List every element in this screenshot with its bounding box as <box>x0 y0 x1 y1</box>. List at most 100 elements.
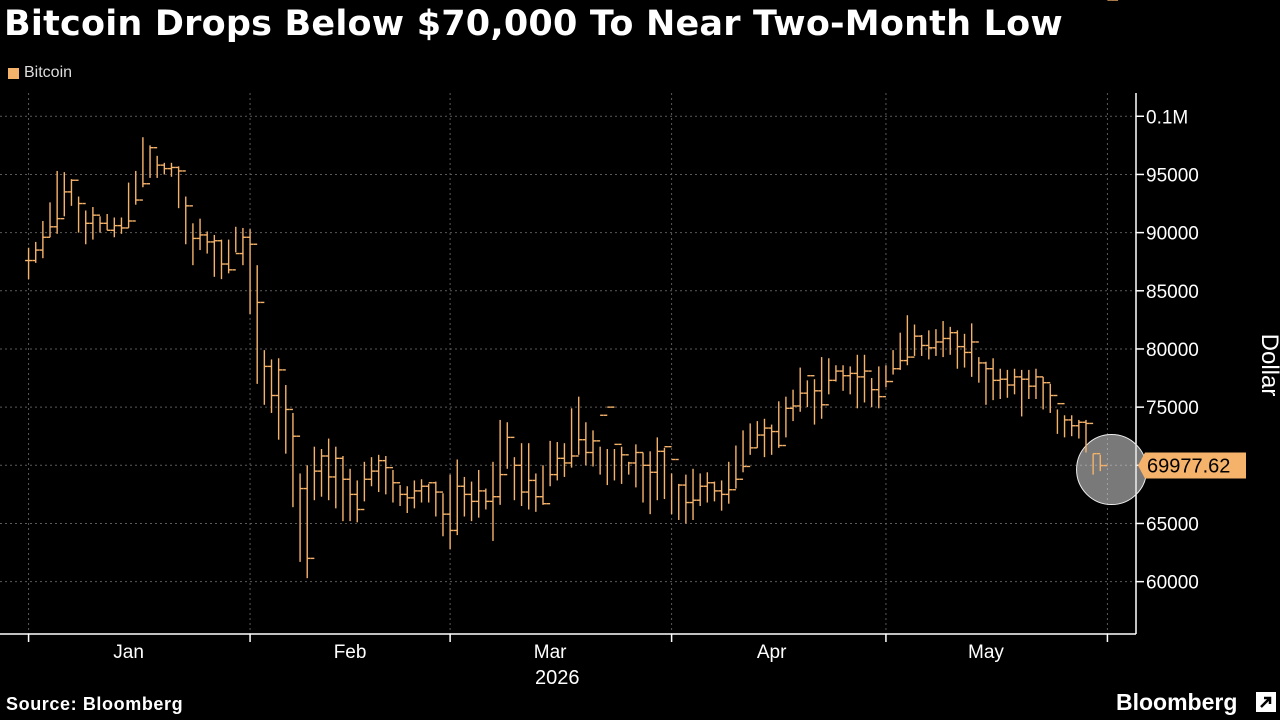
price-bar <box>575 396 583 457</box>
price-bar <box>189 205 197 266</box>
price-bar <box>89 207 97 240</box>
price-bar <box>1018 369 1026 417</box>
price-bar <box>103 213 111 231</box>
price-bar <box>760 418 768 458</box>
price-bar <box>475 469 483 518</box>
x-tick-label: Apr <box>757 642 787 663</box>
price-bar <box>610 406 618 481</box>
price-bar <box>825 358 833 406</box>
y-tick-label: 85000 <box>1146 282 1199 303</box>
price-bar <box>217 239 225 280</box>
y-tick-label: 95000 <box>1146 165 1199 186</box>
price-bar <box>146 145 154 185</box>
price-bar <box>961 333 969 368</box>
price-bar <box>911 324 919 358</box>
price-bar <box>646 451 654 515</box>
price-bar <box>582 422 590 466</box>
price-bar <box>275 358 283 440</box>
price-bar <box>446 474 454 550</box>
price-bar <box>653 437 661 501</box>
price-bar <box>96 214 104 233</box>
bloomberg-arrow-icon <box>1256 692 1276 712</box>
price-bar <box>846 366 854 395</box>
price-bar <box>1068 415 1076 437</box>
price-bar <box>117 217 125 234</box>
price-bar <box>332 446 340 509</box>
price-bar <box>832 365 840 382</box>
price-bar <box>896 332 904 370</box>
price-bar <box>368 457 376 487</box>
price-bar <box>518 443 526 507</box>
price-bar <box>167 162 175 177</box>
price-bar <box>225 239 233 274</box>
price-bar <box>46 202 54 238</box>
price-bar <box>496 419 504 505</box>
price-bar <box>246 229 254 315</box>
horizontal-gridlines <box>0 115 1136 583</box>
price-bar <box>403 486 411 514</box>
price-bar <box>782 396 790 447</box>
price-bar <box>539 465 547 505</box>
price-bar <box>939 321 947 358</box>
price-bar <box>553 442 561 481</box>
price-bar <box>160 162 168 175</box>
price-bar <box>382 455 390 495</box>
price-bar <box>739 430 747 480</box>
price-bar <box>1039 376 1047 410</box>
price-bar <box>918 334 926 356</box>
price-bar <box>132 170 140 222</box>
price-bar <box>603 406 611 486</box>
price-bar <box>32 241 40 263</box>
price-bar <box>932 329 940 356</box>
chart-title: Bitcoin Drops Below $70,000 To Near Two-… <box>4 4 1063 44</box>
price-bar <box>803 375 811 408</box>
y-axis-label: Dollar <box>1256 334 1280 397</box>
price-bar <box>546 440 554 505</box>
price-bar <box>1061 402 1069 438</box>
price-bar <box>325 438 333 501</box>
price-bar <box>889 350 897 383</box>
price-bar <box>675 458 683 520</box>
last-value-tag: 69977.62 <box>1138 452 1246 479</box>
price-bar <box>796 367 804 412</box>
price-bar <box>810 375 818 425</box>
price-bar <box>482 488 490 510</box>
price-bar <box>1025 369 1033 399</box>
price-bar <box>239 227 247 266</box>
price-bar <box>267 359 275 413</box>
price-bar <box>1003 369 1011 398</box>
price-bar <box>746 423 754 468</box>
price-bar <box>1046 381 1054 413</box>
price-bar <box>839 365 847 391</box>
price-bar <box>110 217 118 238</box>
price-bar <box>1075 419 1083 439</box>
last-value-label: 69977.62 <box>1147 456 1230 478</box>
price-bar <box>439 491 447 537</box>
price-bar <box>468 481 476 522</box>
highlight-circle <box>1076 434 1148 506</box>
price-bar <box>1053 394 1061 434</box>
price-bar <box>1096 452 1104 472</box>
price-bar <box>375 454 383 493</box>
price-bar <box>1011 368 1019 395</box>
x-axis-year-label: 2026 <box>535 667 580 689</box>
price-bar <box>253 243 261 384</box>
price-bar <box>196 218 204 251</box>
price-bar <box>596 414 604 475</box>
legend-label: Bitcoin <box>24 64 73 81</box>
legend: Bitcoin <box>8 64 72 82</box>
price-bar <box>175 166 183 209</box>
price-bar <box>818 357 826 419</box>
price-bar <box>410 480 418 509</box>
price-bar <box>732 445 740 491</box>
price-bar <box>503 422 511 476</box>
price-bar <box>82 202 90 245</box>
price-bar <box>982 361 990 405</box>
price-bar <box>946 326 954 355</box>
price-bar <box>432 481 440 517</box>
price-bar <box>668 445 676 515</box>
price-bar <box>753 421 761 449</box>
y-tick-label: 0.1M <box>1146 107 1188 128</box>
price-bar <box>696 473 704 507</box>
x-tick-label: Mar <box>534 642 567 663</box>
